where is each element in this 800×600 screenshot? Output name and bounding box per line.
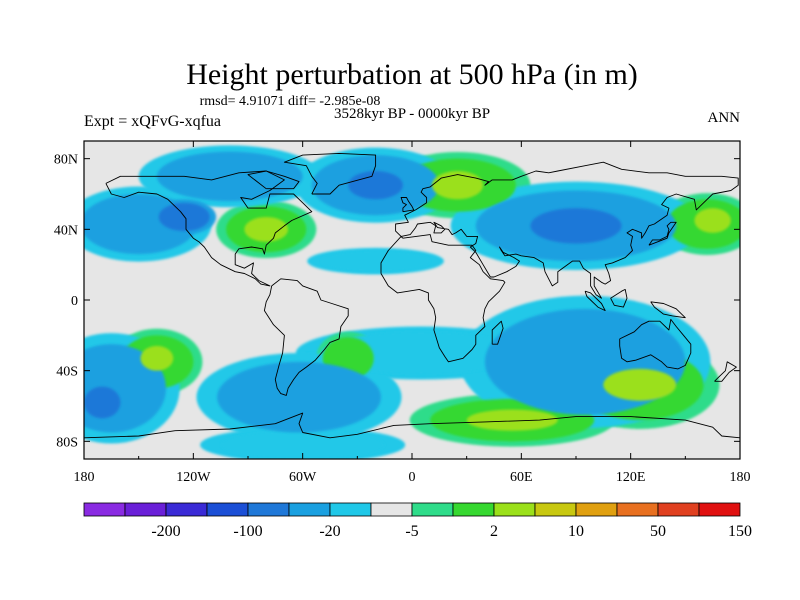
y-tick-label-4: 80S [56,435,78,450]
field-region-s-pacific-low-core [84,386,121,419]
x-tick-label-2: 60W [289,470,317,485]
coastline-new-guinea [650,301,686,319]
coastline-australia [619,318,692,370]
colorbar-bin-5 [288,502,331,517]
colorbar-bin-2 [165,502,208,517]
coastline-new-zealand [714,361,737,382]
colorbar-bin-4 [247,502,290,517]
colorbar-bin-7 [370,502,413,517]
coastline-sumatra [584,290,606,312]
field-region-n-africa-low [320,250,431,272]
coastline-north-america [105,170,313,287]
colorbar-bin-9 [452,502,495,517]
coastline-greenland [283,152,377,195]
field-region-asia-low-core [530,208,622,244]
colorbar-label-4: 2 [490,523,498,540]
colorbar-bin-0 [83,502,126,517]
colorbar-bin-8 [411,502,454,517]
field-region-w-pacific-high-core [694,208,731,233]
colorbar-bin-13 [616,502,659,517]
field-region-south-america-low [217,361,382,433]
x-tick-label-3: 0 [409,470,416,485]
season-label: ANN [708,110,741,126]
perturbation-field [84,145,740,459]
y-tick-label-3: 40S [56,365,78,380]
coastline-uk [400,197,415,213]
y-axis: 80N 40N 0 40S 80S [54,153,740,450]
colorbar-bin-1 [124,502,167,517]
stats-line: rmsd= 4.91071 diff= -2.985e-08 [200,94,381,109]
x-tick-label-1: 120W [176,470,211,485]
field-region-australia-s-high-core [603,368,677,401]
x-tick-label-4: 60E [510,470,533,485]
coastline-madagascar [491,320,504,345]
colorbar-bin-12 [575,502,618,517]
field-region-antarctic-low [220,430,385,459]
colorbar-label-2: -20 [319,523,340,540]
colorbar-bin-10 [493,502,536,517]
colorbar-bin-6 [329,502,372,517]
colorbar-label-7: 150 [728,523,752,540]
coastline-japan [648,221,677,246]
y-tick-label-2: 0 [71,294,78,309]
coastline-antarctica [84,412,740,439]
field-region-e-pacific-high-core [244,216,289,242]
field-region-s-pacific-high-core [140,345,174,371]
colorbar-label-3: -5 [405,523,418,540]
experiment-label: Expt = xQFvG-xqfua [84,113,221,130]
y-tick-label-0: 80N [54,153,78,168]
field-region-s-indian-high-core [466,409,558,431]
x-axis: 180 120W 60W 0 60E 120E 180 [74,141,751,485]
x-tick-label-5: 120E [616,470,646,485]
x-tick-label-0: 180 [74,470,95,485]
coastline-baffin-island [247,170,300,190]
field-region-atlantic-low-core [348,171,403,200]
colorbar-bin-14 [657,502,700,517]
colorbar-bin-15 [698,502,741,517]
field-region-siberia-high-core [432,171,484,200]
colorbar-label-5: 10 [568,523,584,540]
coastline-south-america [263,278,349,396]
chart-title: Height perturbation at 500 hPa (in m) [186,58,638,91]
colorbar-label-0: -200 [151,523,180,540]
y-tick-label-1: 40N [54,223,78,238]
colorbar: -200 -100 -20 -5 2 10 50 150 [83,502,752,540]
coastline-africa-eurasia [380,161,739,363]
coastline-borneo [610,288,628,308]
coastlines [84,152,740,439]
chart-subtitle: 3528kyr BP - 0000kyr BP [334,106,490,122]
x-tick-label-6: 180 [730,470,751,485]
colorbar-bin-3 [206,502,249,517]
colorbar-label-1: -100 [233,523,262,540]
colorbar-bin-11 [534,502,577,517]
colorbar-label-6: 50 [650,523,666,540]
